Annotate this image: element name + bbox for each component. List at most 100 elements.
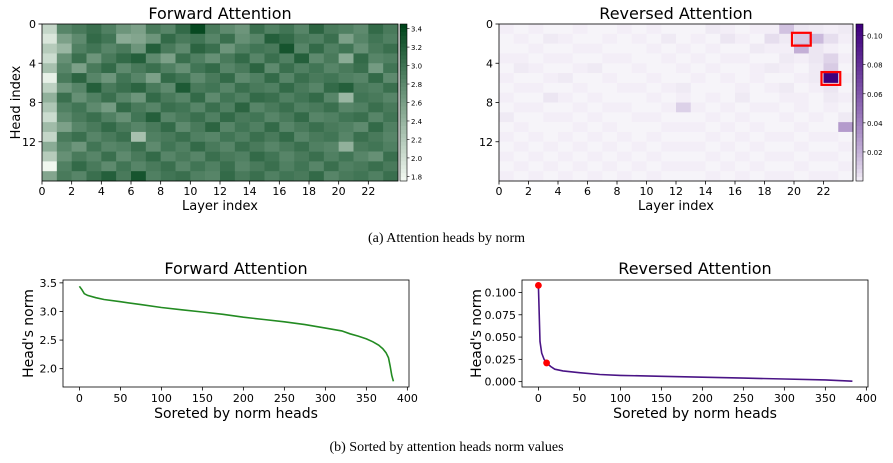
colorbar-segment (856, 161, 863, 166)
x-tick-label: 300 (774, 392, 795, 405)
heatmap-cell (353, 92, 369, 103)
heatmap-cell (264, 82, 280, 93)
x-tick-label: 14 (243, 185, 257, 198)
heatmap-cell (86, 141, 102, 152)
colorbar-segment (400, 94, 407, 99)
heatmap-cell (101, 53, 117, 64)
heatmap-cell (794, 73, 810, 84)
heatmap-cell (353, 53, 369, 64)
colorbar-segment (400, 86, 407, 92)
heatmap-cell (735, 131, 751, 143)
heatmap-cell (71, 122, 87, 133)
heatmap-cell (749, 131, 765, 143)
colorbar-segment (400, 24, 407, 29)
colorbar-tick-label: 3.2 (411, 44, 422, 52)
heatmap-cell (56, 73, 72, 84)
heatmap-cell (116, 92, 132, 103)
heatmap-cell (720, 92, 736, 103)
heatmap-cell (160, 53, 176, 64)
heatmap-cell (513, 73, 529, 84)
heatmap-cell (56, 63, 72, 74)
heatmap-cell (42, 33, 58, 44)
heatmap-cell (823, 33, 839, 44)
colorbar-segment (856, 31, 863, 37)
heatmap-cell (279, 43, 295, 54)
heatmap-cell (543, 33, 559, 44)
heatmap-cell (353, 73, 369, 84)
heatmap-cell (513, 141, 529, 152)
heatmap-cell (71, 53, 87, 64)
heatmap-cell (368, 171, 384, 182)
colorbar-segment (856, 86, 863, 92)
heatmap-cell (528, 171, 544, 182)
heatmap-cell (587, 102, 603, 113)
colorbar-tick-label: 2.4 (411, 118, 423, 126)
heatmap-cell (587, 63, 603, 74)
heatmap-cell (808, 141, 824, 152)
heatmap-cell (249, 151, 265, 162)
heatmap-cell (160, 24, 176, 35)
x-tick-label: 100 (151, 392, 172, 405)
heatmap-cell (175, 131, 191, 143)
heatmap-cell (383, 82, 399, 93)
heatmap-cell (528, 33, 544, 44)
heatmap-cell (264, 24, 280, 35)
heatmap-cell (572, 33, 588, 44)
heatmap-cell (383, 141, 399, 152)
colorbar-segment (856, 102, 863, 107)
heatmap-cell (323, 43, 339, 54)
heatmap-cell (587, 73, 603, 84)
heatmap-cell (190, 151, 206, 162)
heatmap-cell (86, 63, 102, 74)
heatmap-cell (175, 122, 191, 133)
heatmap-cell (749, 53, 765, 64)
heatmap-cell (234, 82, 250, 93)
heatmap-cell (720, 112, 736, 123)
series-line (537, 285, 853, 382)
heatmap-cell (558, 112, 574, 123)
heatmap-cell (220, 33, 236, 44)
heatmap-cell (572, 102, 588, 113)
heatmap-cell (368, 112, 384, 123)
heatmap-cell (249, 102, 265, 113)
heatmap-cell (513, 161, 529, 172)
heatmap-cell (86, 131, 102, 143)
heatmap-cell (145, 112, 161, 123)
heatmap-cell (705, 151, 721, 162)
heatmap-cell (353, 112, 369, 123)
heatmap-cell (383, 73, 399, 84)
y-tick-label: 2.0 (40, 363, 58, 376)
heatmap-cell (323, 102, 339, 113)
heatmap-cell (220, 122, 236, 133)
heatmap-cell (279, 82, 295, 93)
heatmap-cell (749, 82, 765, 93)
heatmap-cell (558, 141, 574, 152)
heatmap-cell (587, 43, 603, 54)
heatmap-cell (71, 161, 87, 172)
heatmap-cell (779, 73, 795, 84)
heatmap-cell (309, 112, 325, 123)
heatmap-cell (499, 161, 515, 172)
heatmap-cell (631, 122, 647, 133)
heatmap-cell (160, 141, 176, 152)
heatmap-cell (838, 102, 854, 113)
heatmap-cell (676, 53, 692, 64)
heatmap-cell (808, 24, 824, 35)
heatmap-cell (279, 151, 295, 162)
heatmap-cell (383, 131, 399, 143)
heatmap-cell (131, 131, 147, 143)
heatmap-cell (764, 122, 780, 133)
heatmap-cell (220, 82, 236, 93)
heatmap-cell (705, 122, 721, 133)
heatmap-cell (42, 63, 58, 74)
heatmap-cell (234, 112, 250, 123)
colorbar-segment (400, 78, 407, 84)
heatmap-cell (676, 102, 692, 113)
heatmap-cell (264, 171, 280, 182)
heatmap-cell (720, 33, 736, 44)
colorbar-segment (856, 141, 863, 147)
heatmap-cell (808, 33, 824, 44)
heatmap-cell (116, 24, 132, 35)
heatmap-cell (249, 141, 265, 152)
heatmap-cell (145, 43, 161, 54)
